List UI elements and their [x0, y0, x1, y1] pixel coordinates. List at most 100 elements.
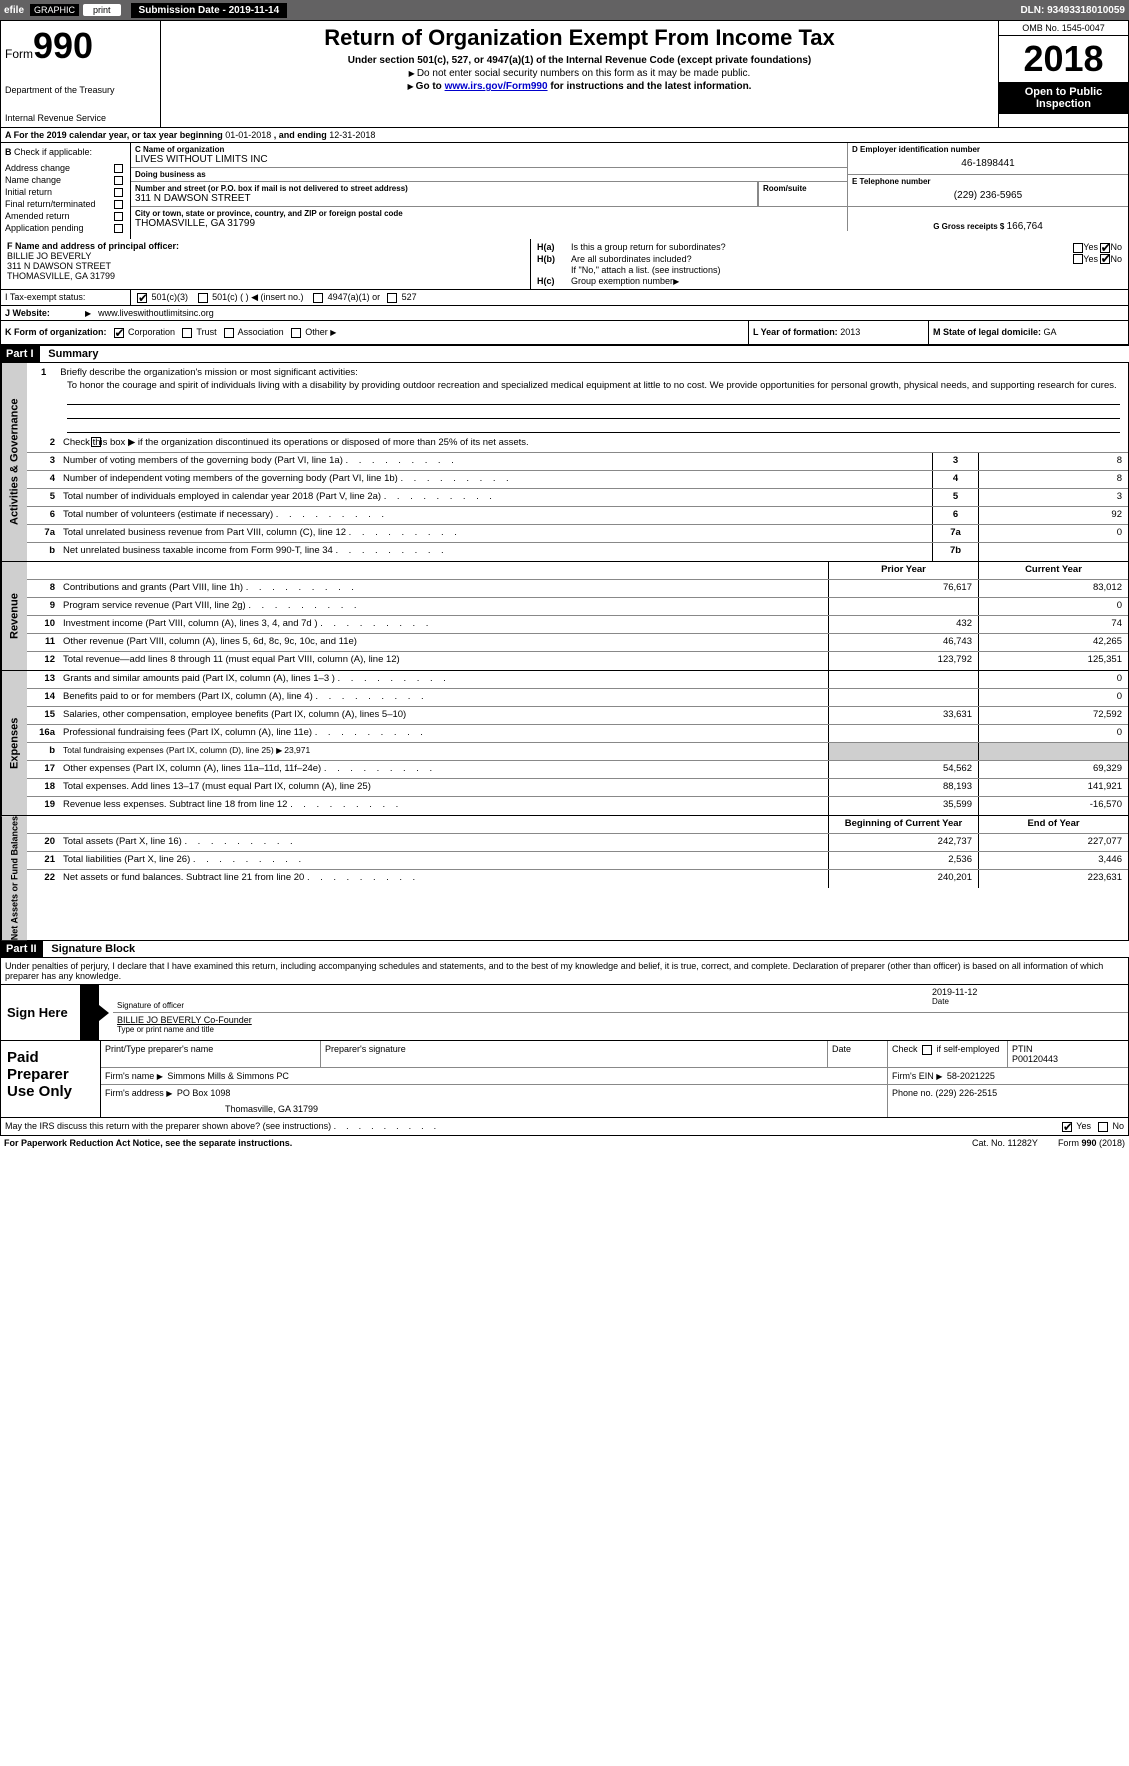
line12-prior: 123,792 — [828, 652, 978, 670]
part1-header-row: Part I Summary — [0, 345, 1129, 362]
chk-self-employed[interactable] — [922, 1045, 932, 1055]
col-current: Current Year — [978, 562, 1128, 579]
gross-label: G Gross receipts $ — [933, 222, 1006, 231]
street-cell: Number and street (or P.O. box if mail i… — [131, 182, 758, 207]
col-prior: Prior Year — [828, 562, 978, 579]
line13-desc: Grants and similar amounts paid (Part IX… — [59, 671, 828, 688]
year-begin: 01-01-2018 — [225, 130, 271, 140]
line8-curr: 83,012 — [978, 580, 1128, 597]
chk-app-label: Application pending — [5, 223, 84, 233]
line16a-curr: 0 — [978, 725, 1128, 742]
discuss-no[interactable] — [1098, 1122, 1108, 1132]
chk-other[interactable] — [291, 328, 301, 338]
opt-assoc: Association — [238, 327, 284, 337]
officer-name: BILLIE JO BEVERLY — [7, 251, 524, 261]
print-button[interactable]: print — [83, 4, 121, 16]
line11-desc: Other revenue (Part VIII, column (A), li… — [59, 634, 828, 651]
line14-desc: Benefits paid to or for members (Part IX… — [59, 689, 828, 706]
ha-yes[interactable] — [1073, 243, 1083, 253]
b-label: B — [5, 147, 12, 157]
netassets-section: Net Assets or Fund Balances Beginning of… — [0, 815, 1129, 941]
i-content: 501(c)(3) 501(c) ( ) ◀ (insert no.) 4947… — [131, 290, 1128, 305]
l-label: L Year of formation: — [753, 327, 840, 337]
ha-label: H(a) — [537, 242, 571, 252]
firm-name-label: Firm's name — [105, 1071, 157, 1081]
line10-desc: Investment income (Part VIII, column (A)… — [59, 616, 828, 633]
sig-name-label: Type or print name and title — [117, 1025, 1124, 1034]
dln-value: 93493318010059 — [1047, 5, 1125, 16]
line18-desc: Total expenses. Add lines 13–17 (must eq… — [59, 779, 828, 796]
chk-app[interactable] — [114, 224, 123, 233]
dln-label: DLN: — [1020, 5, 1047, 16]
sig-officer-cell: Signature of officer — [113, 985, 928, 1013]
chk-addr[interactable] — [114, 164, 123, 173]
line21-beg: 2,536 — [828, 852, 978, 869]
line9-desc: Program service revenue (Part VIII, line… — [59, 598, 828, 615]
hb-yes[interactable] — [1073, 254, 1083, 264]
mission-line1 — [67, 393, 1120, 405]
line22-desc: Net assets or fund balances. Subtract li… — [59, 870, 828, 888]
note1-text: Do not enter social security numbers on … — [417, 68, 750, 79]
chk-corp[interactable] — [114, 328, 124, 338]
room-label: Room/suite — [763, 184, 843, 193]
officer-city: THOMASVILLE, GA 31799 — [7, 271, 524, 281]
row-a-label: A For the 2019 calendar year, or tax yea… — [5, 130, 225, 140]
i-label: I Tax-exempt status: — [1, 290, 131, 305]
line13-curr: 0 — [978, 671, 1128, 688]
discuss-yes-label: Yes — [1076, 1121, 1091, 1131]
firm-addr2: Thomasville, GA 31799 — [105, 1098, 883, 1114]
chk-final[interactable] — [114, 200, 123, 209]
chk-assoc[interactable] — [224, 328, 234, 338]
irs-link[interactable]: www.irs.gov/Form990 — [445, 81, 548, 92]
l-year: L Year of formation: 2013 — [748, 321, 928, 344]
side-netassets: Net Assets or Fund Balances — [1, 816, 27, 940]
line5-desc: Total number of individuals employed in … — [59, 489, 932, 506]
chk-501c3[interactable] — [137, 293, 147, 303]
part2-header: Part II — [0, 941, 43, 957]
form-id-block: Form990 Department of the Treasury Inter… — [1, 21, 161, 127]
opt-trust: Trust — [196, 327, 216, 337]
line11-prior: 46,743 — [828, 634, 978, 651]
firm-name: Simmons Mills & Simmons PC — [167, 1071, 289, 1081]
line9-curr: 0 — [978, 598, 1128, 615]
chk-amend[interactable] — [114, 212, 123, 221]
hc-text: Group exemption number — [571, 276, 673, 286]
line16a-desc: Professional fundraising fees (Part IX, … — [59, 725, 828, 742]
signature-block: Under penalties of perjury, I declare th… — [0, 957, 1129, 1041]
footer-left: For Paperwork Reduction Act Notice, see … — [4, 1138, 292, 1148]
chk-501c[interactable] — [198, 293, 208, 303]
firm-ein: 58-2021225 — [947, 1071, 995, 1081]
k-label: K Form of organization: — [5, 327, 107, 337]
mission-text: To honor the courage and spirit of indiv… — [67, 380, 1120, 391]
chk-527[interactable] — [387, 293, 397, 303]
line7a-desc: Total unrelated business revenue from Pa… — [59, 525, 932, 542]
chk-name[interactable] — [114, 176, 123, 185]
chk-trust[interactable] — [182, 328, 192, 338]
paid-label: Paid Preparer Use Only — [1, 1041, 101, 1117]
ptin-label: PTIN — [1012, 1044, 1124, 1054]
side-governance: Activities & Governance — [1, 363, 27, 561]
phone-label: E Telephone number — [852, 177, 1124, 186]
line22-beg: 240,201 — [828, 870, 978, 888]
line4-val: 8 — [978, 471, 1128, 488]
chk-init[interactable] — [114, 188, 123, 197]
chk-4947[interactable] — [313, 293, 323, 303]
f-h-block: F Name and address of principal officer:… — [0, 239, 1129, 290]
sig-name-cell: BILLIE JO BEVERLY Co-Founder Type or pri… — [113, 1013, 1128, 1036]
b-check-if: Check if applicable: — [14, 147, 92, 157]
line18-prior: 88,193 — [828, 779, 978, 796]
dept-treasury: Department of the Treasury — [5, 85, 156, 95]
line16b-curr — [978, 743, 1128, 760]
line14-curr: 0 — [978, 689, 1128, 706]
form-label: Form — [5, 47, 33, 61]
column-b: B Check if applicable: Address change Na… — [1, 143, 131, 239]
chk-discontinued[interactable] — [91, 437, 101, 447]
penalty-text: Under penalties of perjury, I declare th… — [1, 958, 1128, 984]
room-cell: Room/suite — [758, 182, 848, 207]
hb-no[interactable] — [1100, 254, 1110, 264]
discuss-yes[interactable] — [1062, 1122, 1072, 1132]
prep-self-label: Check if self-employed — [892, 1044, 1003, 1055]
l16b-val: 23,971 — [284, 745, 310, 755]
submission-date: Submission Date - 2019-11-14 — [131, 3, 288, 18]
line8-desc: Contributions and grants (Part VIII, lin… — [59, 580, 828, 597]
